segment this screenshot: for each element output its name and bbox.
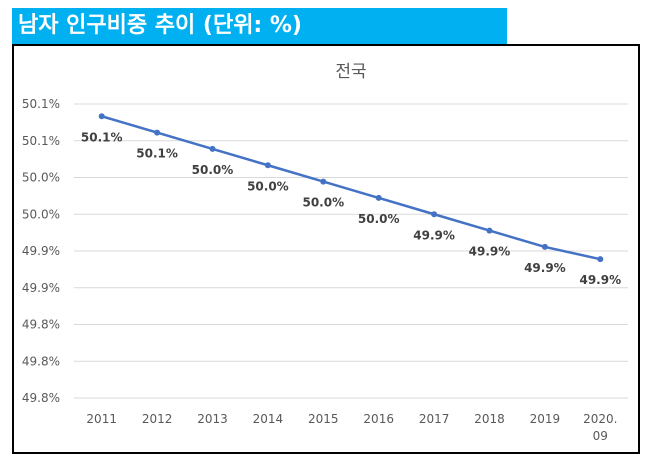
data-label: 49.9%: [579, 273, 621, 287]
y-tick-label: 50.1%: [22, 97, 60, 111]
y-tick-label: 49.8%: [22, 318, 60, 332]
data-label: 50.1%: [81, 130, 123, 144]
data-label: 50.1%: [136, 147, 178, 161]
y-tick-label: 49.9%: [22, 281, 60, 295]
data-point: [209, 145, 216, 152]
header-banner: 남자 인구비중 추이 (단위: %): [12, 8, 507, 44]
data-point: [541, 243, 548, 250]
y-tick-label: 49.8%: [22, 391, 60, 405]
x-tick-label: 2013: [197, 412, 228, 426]
data-label: 50.0%: [192, 163, 234, 177]
data-point: [431, 211, 438, 218]
x-tick-label: 2015: [308, 412, 339, 426]
x-tick-label: 2011: [86, 412, 117, 426]
series-line: [101, 115, 601, 261]
x-tick-label: 2019: [530, 412, 561, 426]
grid-lines: [74, 103, 628, 399]
chart-title: 전국: [335, 62, 366, 82]
data-point: [154, 129, 161, 136]
x-tick-label: 2014: [253, 412, 284, 426]
data-labels: 50.1% 50.1% 50.0% 50.0% 50.0% 50.0% 49.9% 49.9%…: [81, 130, 621, 287]
chart-frame: [12, 44, 640, 454]
data-point: [98, 113, 105, 120]
y-tick-label: 50.1%: [22, 134, 60, 148]
data-label: 50.0%: [302, 196, 344, 210]
data-label: 49.9%: [469, 245, 511, 259]
page-title: 남자 인구비중 추이 (단위: %): [18, 13, 302, 38]
data-point: [264, 162, 271, 169]
data-label: 50.0%: [247, 179, 289, 193]
data-point: [486, 227, 493, 234]
x-tick-label: 2017: [419, 412, 450, 426]
series-line-layer: [98, 113, 604, 263]
data-label: 49.9%: [524, 261, 566, 275]
x-tick-label: 2020. 09: [583, 412, 617, 443]
x-tick-label: 2018: [474, 412, 505, 426]
data-label: 50.0%: [358, 212, 400, 226]
data-point: [320, 178, 327, 185]
y-axis-ticks: 49.8% 49.8% 49.8% 49.9% 49.9% 50.0% 50.0% 50.1%…: [22, 97, 60, 405]
data-point: [375, 194, 382, 201]
x-axis-ticks: 2011 2012 2013 2014 2015 2016 2017 2018 2019 2020…: [86, 412, 617, 443]
y-tick-label: 50.0%: [22, 207, 60, 221]
y-tick-label: 50.0%: [22, 171, 60, 185]
y-tick-label: 49.9%: [22, 244, 60, 258]
data-label: 49.9%: [413, 228, 455, 242]
data-point: [597, 256, 604, 263]
y-tick-label: 49.8%: [22, 354, 60, 368]
x-tick-label: 2016: [363, 412, 394, 426]
x-tick-label: 2012: [142, 412, 173, 426]
